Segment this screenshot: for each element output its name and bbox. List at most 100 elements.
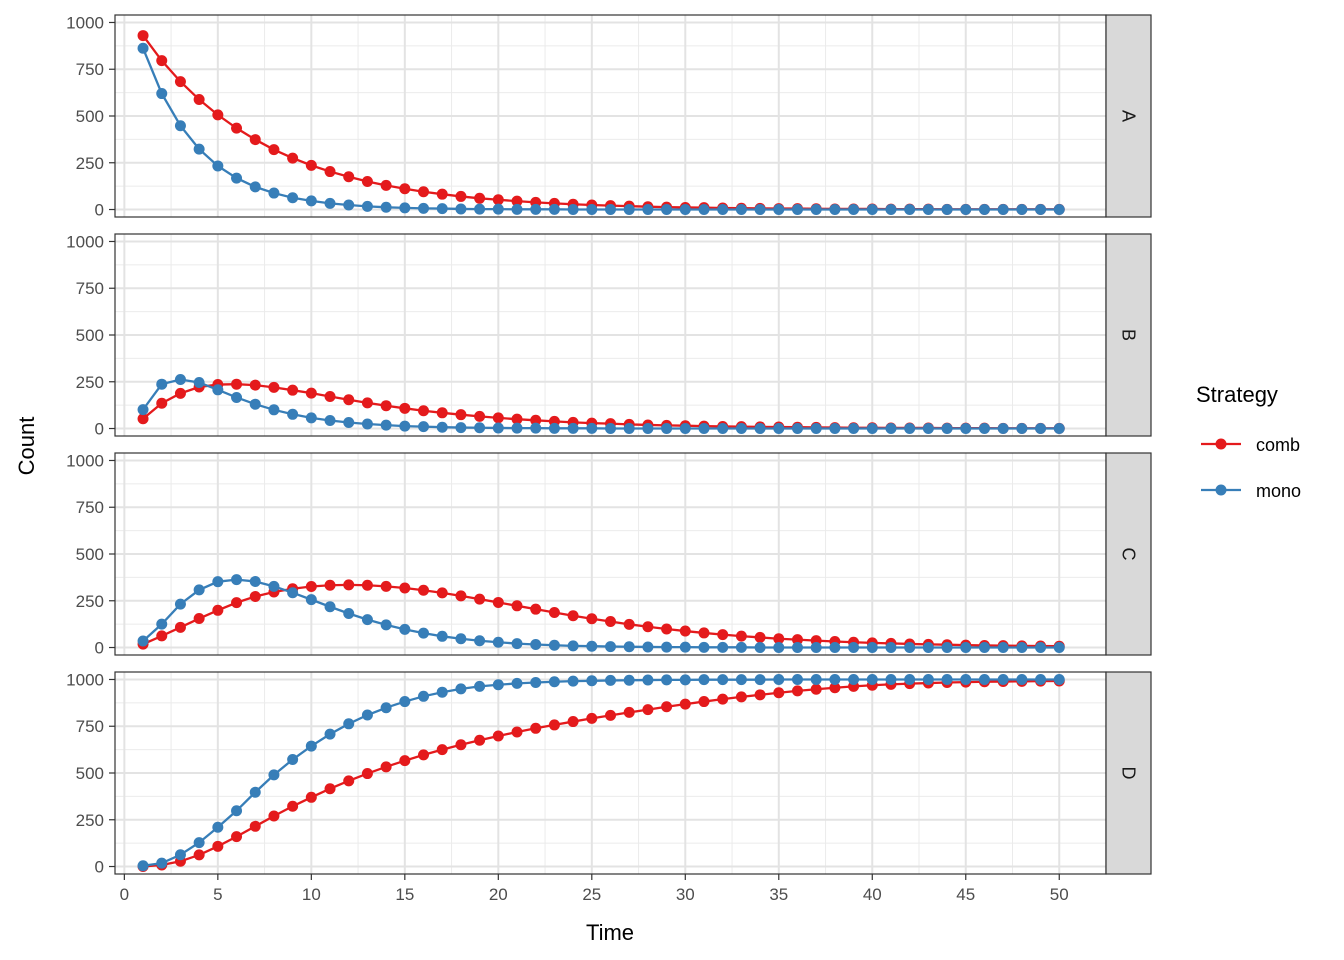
- data-point-comb: [474, 410, 486, 422]
- data-point-mono: [997, 423, 1009, 435]
- facet-panel-a: A 0 250 500 750 1000: [66, 13, 1152, 220]
- data-point-mono: [361, 709, 373, 721]
- x-axis-title: Time: [586, 920, 634, 945]
- data-point-comb: [605, 709, 616, 721]
- data-point-mono: [978, 673, 990, 685]
- data-point-mono: [511, 203, 523, 215]
- data-point-mono: [455, 683, 467, 695]
- data-point-mono: [1035, 423, 1047, 435]
- data-point-comb: [156, 397, 168, 409]
- data-point-mono: [1035, 204, 1047, 216]
- data-point-mono: [567, 675, 579, 687]
- legend: Strategy comb mono: [1196, 382, 1301, 501]
- data-point-mono: [717, 674, 729, 686]
- data-point-comb: [567, 716, 579, 728]
- data-point-mono: [904, 673, 916, 685]
- legend-marker-mono: [1215, 484, 1227, 496]
- y-tick-label: 1000: [66, 13, 104, 32]
- data-point-mono: [1016, 642, 1028, 654]
- data-point-mono: [791, 423, 803, 435]
- y-tick-label: 750: [76, 279, 104, 298]
- data-point-mono: [305, 195, 317, 207]
- data-point-mono: [679, 423, 691, 435]
- legend-label-mono: mono: [1256, 481, 1301, 501]
- data-point-mono: [193, 377, 205, 389]
- data-point-comb: [324, 166, 336, 178]
- data-point-mono: [492, 636, 504, 648]
- data-point-mono: [791, 642, 803, 654]
- data-point-comb: [455, 739, 467, 751]
- data-point-comb: [474, 192, 486, 204]
- data-point-comb: [249, 134, 261, 146]
- data-point-comb: [511, 600, 523, 612]
- data-point-mono: [922, 642, 934, 654]
- data-point-mono: [137, 635, 149, 647]
- data-point-mono: [268, 187, 280, 199]
- x-tick-label: 45: [956, 885, 975, 904]
- data-point-comb: [249, 379, 261, 391]
- data-point-comb: [231, 831, 243, 843]
- data-point-mono: [436, 421, 448, 433]
- data-point-comb: [436, 744, 448, 756]
- data-point-comb: [287, 384, 299, 396]
- data-point-mono: [212, 576, 224, 588]
- data-point-mono: [904, 423, 916, 435]
- data-point-comb: [174, 387, 186, 399]
- data-point-comb: [735, 630, 747, 642]
- data-point-mono: [287, 754, 299, 766]
- data-point-mono: [661, 423, 673, 435]
- data-point-mono: [642, 423, 654, 435]
- data-point-comb: [343, 171, 355, 183]
- data-point-mono: [1016, 423, 1028, 435]
- data-point-mono: [511, 638, 523, 650]
- data-point-mono: [661, 641, 673, 653]
- data-point-comb: [380, 179, 392, 191]
- data-point-comb: [249, 820, 261, 832]
- data-point-comb: [174, 76, 186, 88]
- data-point-comb: [343, 394, 355, 406]
- data-point-mono: [642, 674, 654, 686]
- y-tick-label: 750: [76, 717, 104, 736]
- data-point-mono: [586, 422, 598, 434]
- data-point-mono: [848, 642, 860, 654]
- data-point-mono: [960, 673, 972, 685]
- data-point-mono: [978, 423, 990, 435]
- x-tick-label: 35: [769, 885, 788, 904]
- data-point-comb: [399, 755, 411, 767]
- data-point-comb: [174, 621, 186, 633]
- data-point-mono: [754, 423, 766, 435]
- data-point-mono: [380, 619, 392, 631]
- data-point-mono: [791, 204, 803, 216]
- data-point-comb: [642, 621, 654, 633]
- data-point-comb: [287, 152, 299, 164]
- facet-strip: [1105, 233, 1152, 437]
- y-tick-label: 0: [95, 201, 104, 220]
- data-point-mono: [399, 420, 411, 432]
- data-point-comb: [791, 685, 803, 697]
- data-point-comb: [380, 400, 392, 412]
- data-point-mono: [156, 88, 168, 100]
- data-point-comb: [455, 590, 467, 602]
- data-point-mono: [231, 172, 243, 184]
- data-point-mono: [567, 422, 579, 434]
- y-tick-label: 0: [95, 858, 104, 877]
- x-tick-label: 10: [302, 885, 321, 904]
- data-point-mono: [1035, 642, 1047, 654]
- data-point-mono: [885, 423, 897, 435]
- data-point-mono: [866, 204, 878, 216]
- data-point-mono: [605, 423, 616, 435]
- data-point-mono: [997, 204, 1009, 216]
- data-point-mono: [156, 857, 168, 869]
- x-tick-label: 25: [582, 885, 601, 904]
- data-point-comb: [399, 183, 411, 195]
- data-point-mono: [829, 423, 841, 435]
- y-tick-label: 1000: [66, 670, 104, 689]
- y-tick-label: 500: [76, 326, 104, 345]
- data-point-mono: [754, 204, 766, 216]
- data-point-mono: [848, 673, 860, 685]
- data-point-comb: [305, 387, 317, 399]
- data-point-mono: [343, 718, 355, 730]
- x-tick-label: 30: [676, 885, 695, 904]
- data-point-comb: [324, 783, 336, 795]
- data-point-mono: [605, 204, 616, 216]
